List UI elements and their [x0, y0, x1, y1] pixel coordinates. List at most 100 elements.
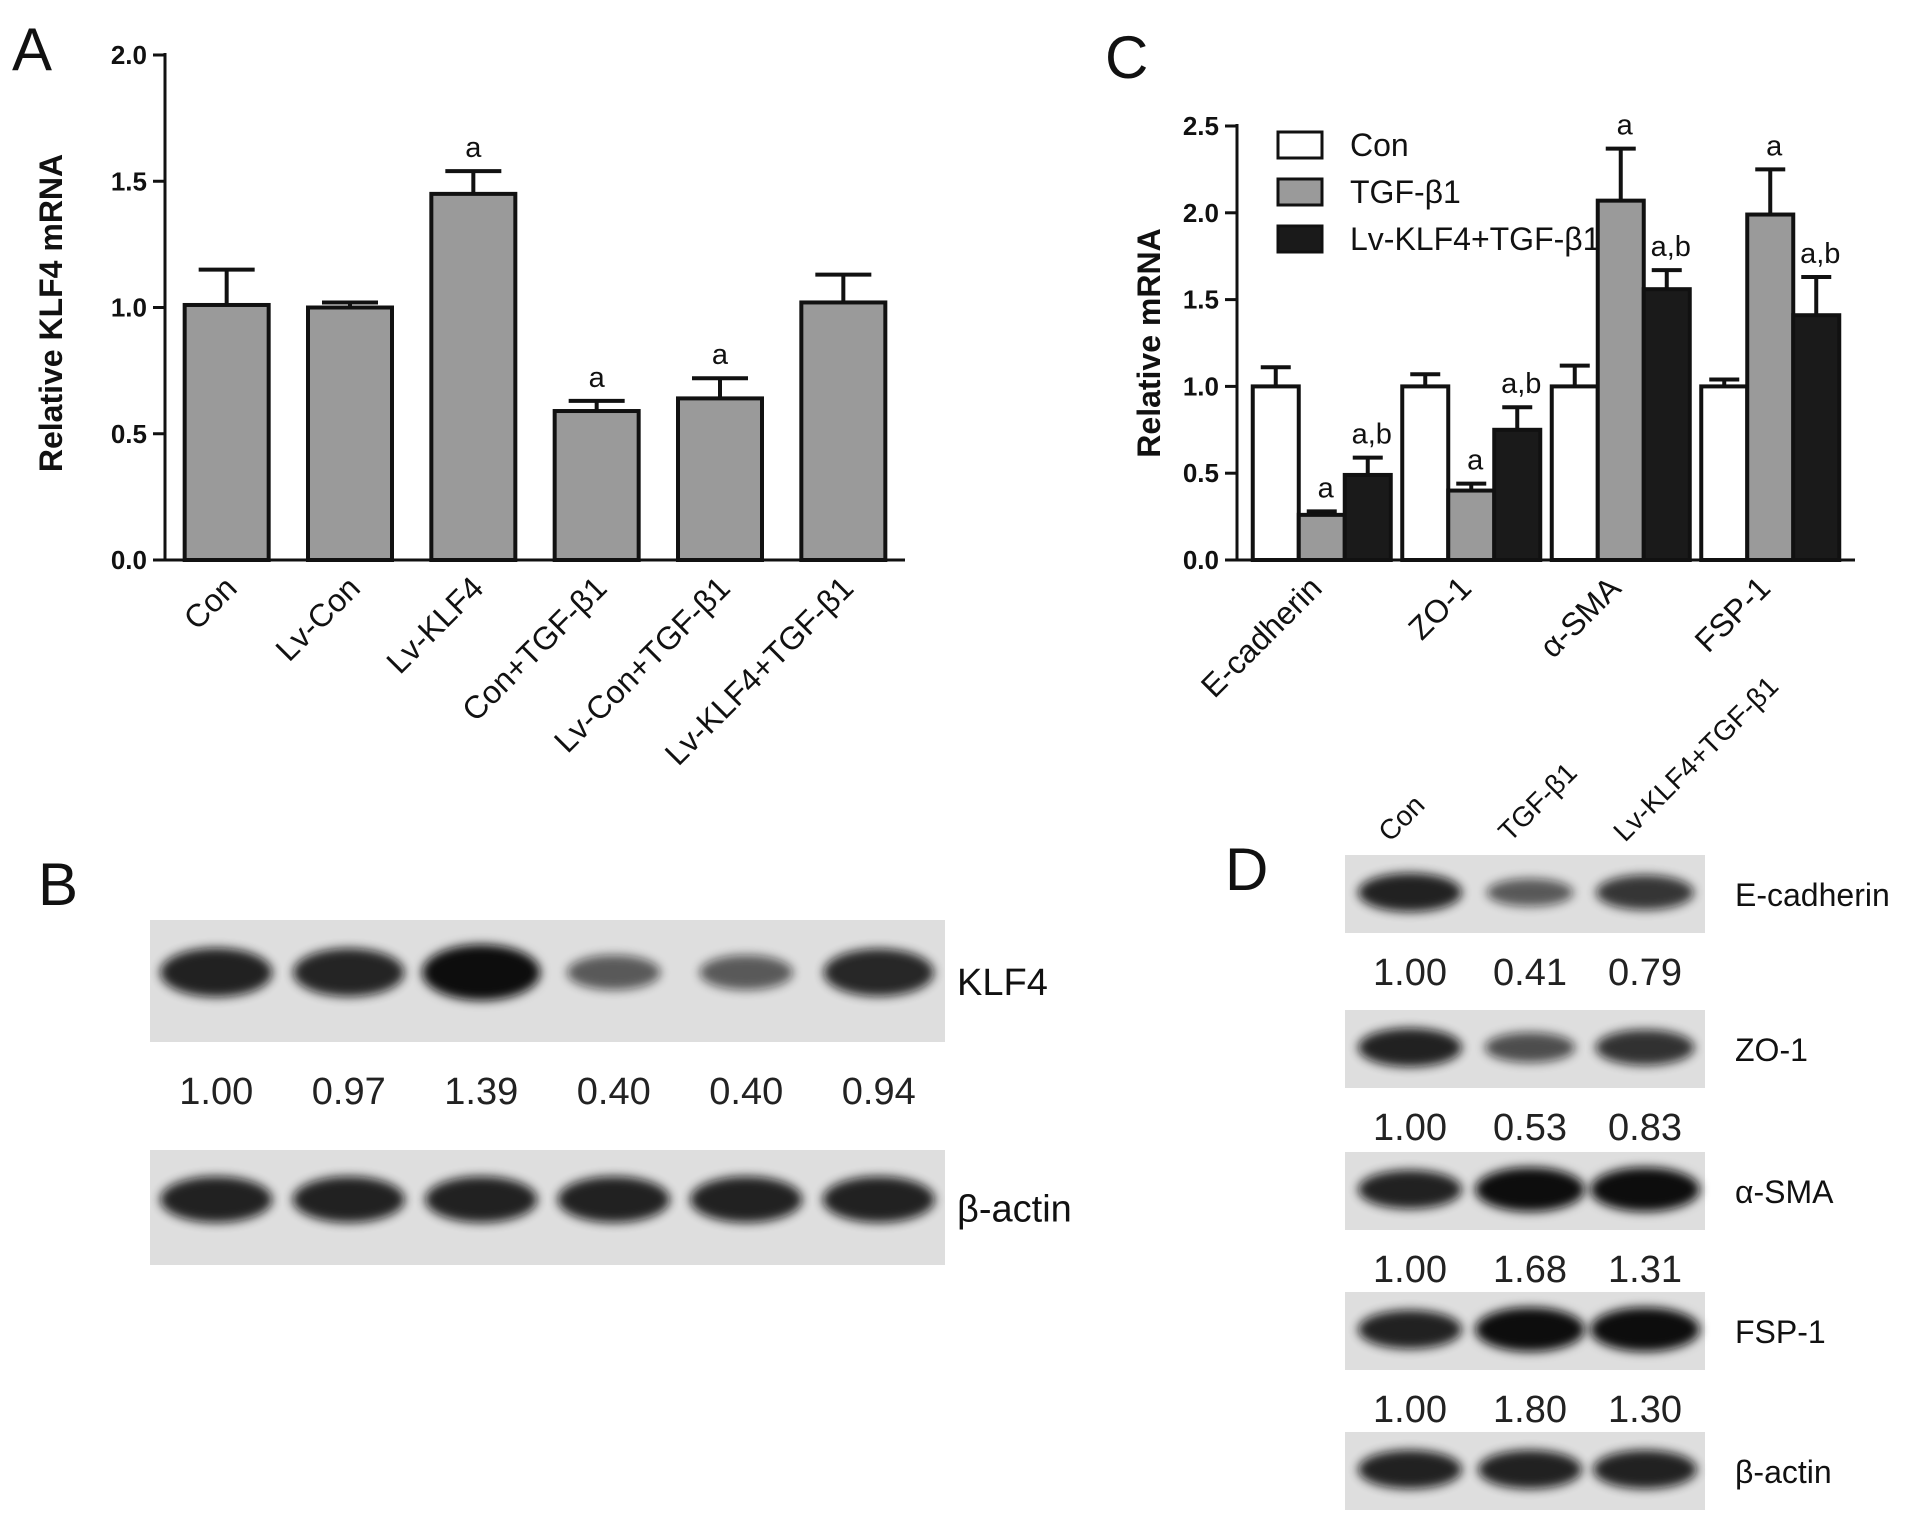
blot-band	[1475, 1307, 1585, 1352]
significance-label: a,b	[1501, 368, 1541, 400]
blot-quant-value: 1.00	[179, 1071, 253, 1113]
blot-quant-value: 0.41	[1493, 952, 1567, 994]
blot-quant-value: 1.00	[1373, 1107, 1447, 1149]
blot-row-label: E-cadherin	[1735, 877, 1890, 913]
legend-label: Lv-KLF4+TGF-β1	[1350, 221, 1600, 257]
blot-band	[1590, 1167, 1700, 1212]
blot-band	[1596, 874, 1694, 910]
blot-band	[1358, 1027, 1462, 1067]
bar	[676, 396, 764, 562]
bar	[182, 302, 271, 562]
blot-quant-value: 0.94	[842, 1071, 916, 1113]
bar	[306, 305, 394, 562]
y-tick-label: 2.5	[1183, 111, 1219, 141]
blot-band	[690, 1176, 803, 1223]
bar	[1595, 198, 1646, 562]
bar	[1492, 427, 1543, 562]
blot-band	[1478, 1449, 1582, 1489]
blot-band	[1484, 1032, 1576, 1063]
blot-quant-value: 1.00	[1373, 1249, 1447, 1291]
bar	[429, 191, 518, 562]
panel-letter-d: D	[1225, 836, 1268, 903]
blot-band	[1486, 878, 1574, 907]
blot-quant-value: 0.97	[312, 1071, 386, 1113]
panel-letter-c: C	[1105, 24, 1148, 91]
blot-lane-header: Lv-KLF4+TGF-β1	[1607, 670, 1784, 847]
blot-band	[1358, 1169, 1462, 1209]
legend-swatch	[1276, 130, 1324, 160]
blot-quant-value: 0.53	[1493, 1107, 1567, 1149]
y-tick-label: 1.0	[1183, 371, 1219, 401]
western-blot-d: Con TGF-β1 Lv-KLF4+TGF-β1 E-cadherin 1.00 0.4…	[1345, 670, 1890, 1510]
category-label: Con	[177, 569, 244, 636]
blot-band	[1593, 1449, 1697, 1489]
y-tick-label: 0.5	[111, 419, 147, 449]
blot-quant-value: 0.79	[1608, 952, 1682, 994]
panel-letter-b: B	[38, 851, 78, 918]
significance-label: a	[712, 339, 729, 371]
blot-row-label: α-SMA	[1735, 1174, 1834, 1210]
blot-band	[425, 1176, 538, 1223]
y-tick-label: 0.0	[111, 545, 147, 575]
panel-letter-a: A	[12, 16, 52, 83]
significance-label: a	[1318, 472, 1335, 504]
significance-label: a,b	[1352, 419, 1392, 451]
bar	[1699, 384, 1750, 562]
category-label: ZO-1	[1401, 569, 1478, 646]
blot-quant-value: 1.80	[1493, 1389, 1567, 1431]
category-label: E-cadherin	[1194, 569, 1329, 704]
blot-row-label: ZO-1	[1735, 1032, 1808, 1068]
category-label: FSP-1	[1688, 569, 1778, 659]
blot-band	[1358, 1309, 1462, 1349]
category-label: Lv-Con	[269, 569, 367, 667]
blot-quant-value: 1.31	[1608, 1249, 1682, 1291]
chart-a: Relative KLF4 mRNA 0.0 0.5 1.0 1.5 2.0 Con Lv-…	[33, 40, 905, 772]
blot-quant-value: 1.68	[1493, 1249, 1567, 1291]
blot-band	[699, 954, 793, 990]
significance-label: a	[1467, 445, 1484, 477]
legend-swatch	[1276, 177, 1324, 207]
blot-row-label: KLF4	[957, 962, 1048, 1004]
blot-band	[1358, 1449, 1462, 1489]
bar	[1549, 384, 1600, 562]
significance-label: a	[465, 132, 482, 164]
blot-quant-value: 1.30	[1608, 1389, 1682, 1431]
y-tick-label: 1.5	[111, 166, 147, 196]
blot-band	[422, 944, 541, 1001]
blot-band	[823, 948, 934, 997]
bar	[1296, 512, 1347, 563]
y-tick-label: 1.5	[1183, 285, 1219, 315]
legend-label: TGF-β1	[1350, 174, 1461, 210]
significance-label: a,b	[1651, 231, 1691, 263]
bar	[1342, 472, 1393, 563]
blot-lane-header: Con	[1372, 789, 1430, 847]
blot-quant-value: 0.40	[709, 1071, 783, 1113]
y-tick-label: 2.0	[1183, 198, 1219, 228]
chart-a-ylabel: Relative KLF4 mRNA	[33, 154, 69, 472]
blot-row-label: β-actin	[957, 1189, 1072, 1231]
legend-label: Con	[1350, 127, 1409, 163]
blot-band	[1358, 872, 1462, 912]
category-label: Lv-KLF4	[379, 569, 490, 680]
blot-quant-value: 0.40	[577, 1071, 651, 1113]
chart-c: Relative mRNA 0.0 0.5 1.0 1.5 2.0 2.5 a a,b E-ca…	[1131, 110, 1855, 704]
bar	[1400, 384, 1451, 562]
blot-band	[567, 954, 661, 990]
y-tick-label: 0.0	[1183, 545, 1219, 575]
blot-membrane	[150, 920, 945, 1042]
blot-quant-value: 1.00	[1373, 1389, 1447, 1431]
blot-band	[293, 948, 405, 997]
blot-band	[292, 1176, 405, 1223]
blot-membrane	[150, 1150, 945, 1265]
category-label: α-SMA	[1533, 569, 1629, 665]
blot-quant-value: 1.39	[444, 1071, 518, 1113]
western-blot-b: KLF4 1.00 0.97 1.39 0.40 0.40 0.94 β-actin	[150, 920, 1072, 1265]
blot-row-label: FSP-1	[1735, 1314, 1826, 1350]
significance-label: a,b	[1800, 238, 1840, 270]
blot-band	[160, 1176, 273, 1223]
bar	[1250, 384, 1301, 562]
bar	[799, 300, 888, 562]
blot-band	[1590, 1307, 1700, 1352]
bar	[1641, 287, 1692, 562]
